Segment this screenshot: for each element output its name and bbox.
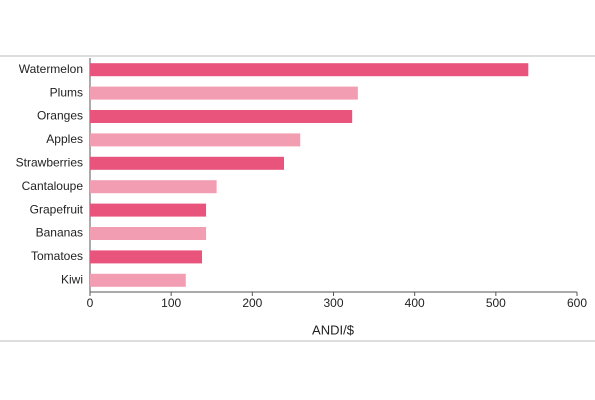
bar <box>90 203 207 217</box>
y-tick-label: Strawberries <box>16 155 83 169</box>
bar <box>90 86 358 100</box>
y-tick-label: Bananas <box>36 226 83 240</box>
x-tick-label: 400 <box>405 296 425 310</box>
x-tick-label: 600 <box>567 296 587 310</box>
y-tick-label: Watermelon <box>19 62 83 76</box>
bar <box>90 273 186 287</box>
x-tick-label: 100 <box>161 296 181 310</box>
bar <box>90 250 203 264</box>
x-axis-label: ANDI/$ <box>312 322 355 337</box>
bar <box>90 156 284 170</box>
bar <box>90 180 217 194</box>
y-tick-label: Plums <box>50 85 83 99</box>
y-tick-label: Oranges <box>37 109 83 123</box>
x-tick-label: 300 <box>323 296 343 310</box>
y-tick-label: Cantaloupe <box>22 179 84 193</box>
x-tick-label: 200 <box>242 296 262 310</box>
y-tick-label: Kiwi <box>61 272 83 286</box>
y-tick-label: Grapefruit <box>30 202 84 216</box>
bar <box>90 110 353 123</box>
bar <box>90 227 207 240</box>
bar <box>90 63 529 77</box>
bar <box>90 133 301 147</box>
x-tick-label: 500 <box>486 296 506 310</box>
y-tick-label: Tomatoes <box>31 249 83 263</box>
x-tick-label: 0 <box>87 296 94 310</box>
y-tick-label: Apples <box>46 132 83 146</box>
